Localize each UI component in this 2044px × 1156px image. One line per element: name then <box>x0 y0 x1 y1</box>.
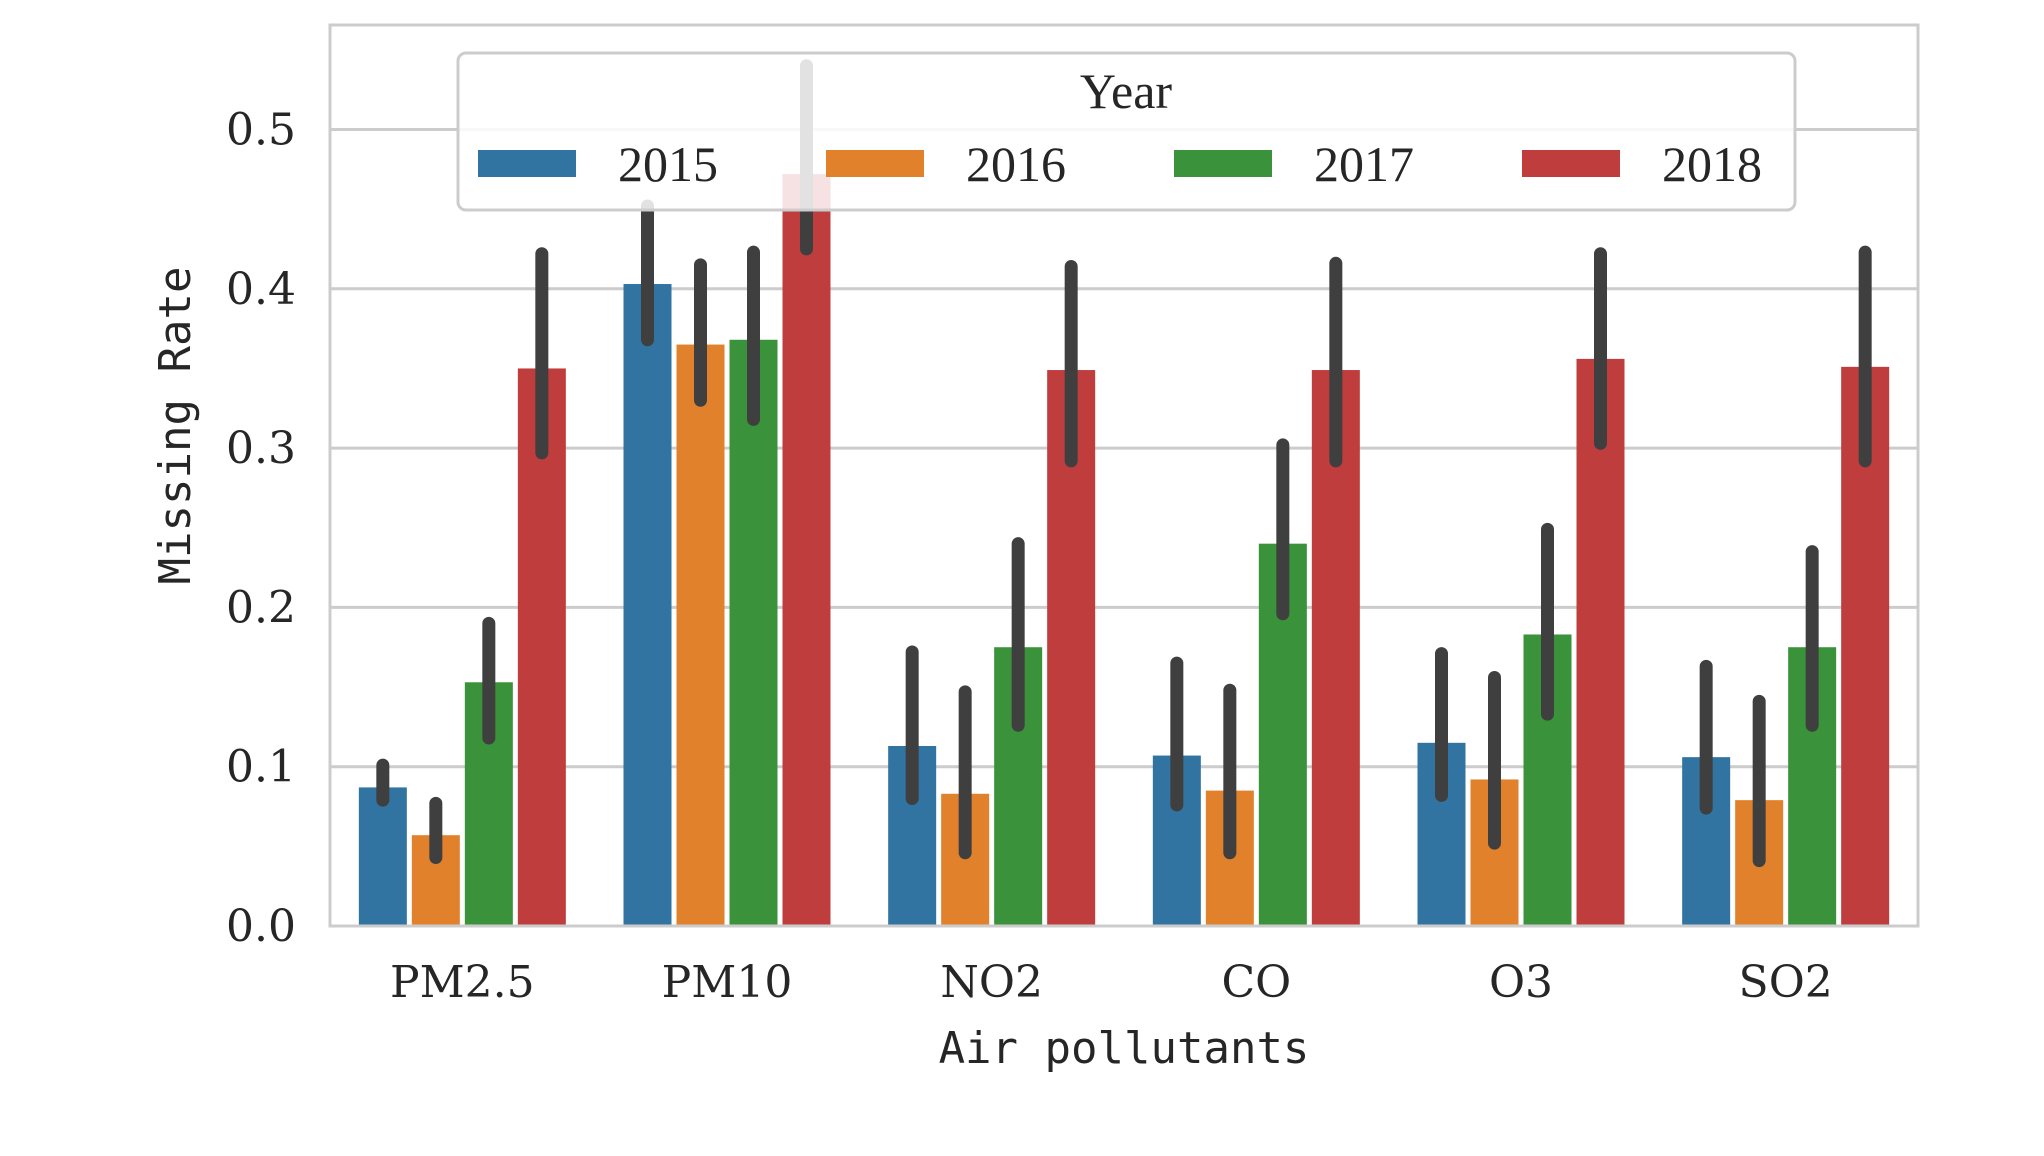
legend-swatch <box>478 150 576 177</box>
legend-entry: 2016 <box>966 136 1066 192</box>
bar <box>782 174 831 926</box>
legend-swatch <box>826 150 924 177</box>
x-tick-label: PM10 <box>662 957 793 1008</box>
bar <box>676 344 725 926</box>
y-tick-label: 0.0 <box>226 901 296 952</box>
legend-title: Year <box>1080 63 1172 119</box>
y-tick-label: 0.3 <box>226 423 296 474</box>
legend-swatch <box>1522 150 1620 177</box>
y-tick-label: 0.2 <box>226 582 296 633</box>
y-tick-label: 0.1 <box>226 742 296 793</box>
y-axis-ticks: 0.0 0.1 0.2 0.3 0.4 0.5 <box>226 105 296 953</box>
x-tick-label: SO2 <box>1739 957 1833 1008</box>
bar <box>358 787 407 926</box>
y-axis-label: Missing Rate <box>150 267 201 585</box>
grid-lines <box>330 128 1918 769</box>
legend-swatch <box>1174 150 1272 177</box>
legend-entry: 2015 <box>618 136 718 192</box>
y-tick-label: 0.5 <box>226 105 296 156</box>
x-axis-ticks: PM2.5 PM10 NO2 CO O3 SO2 <box>390 957 1833 1008</box>
legend-entry: 2018 <box>1662 136 1762 192</box>
bar <box>1576 358 1625 927</box>
plot-frame <box>328 23 1920 928</box>
legend: Year 2015 2016 2017 2018 <box>456 51 1797 212</box>
x-tick-label: CO <box>1221 957 1291 1008</box>
x-axis-label: Air pollutants <box>939 1023 1310 1074</box>
x-tick-label: O3 <box>1489 957 1553 1008</box>
legend-box <box>456 51 1797 212</box>
x-tick-label: PM2.5 <box>390 957 535 1008</box>
bar <box>729 339 778 926</box>
y-tick-label: 0.4 <box>226 264 296 315</box>
legend-entry: 2017 <box>1314 136 1414 192</box>
x-tick-label: NO2 <box>940 957 1043 1008</box>
bar <box>623 284 672 926</box>
bar <box>517 368 566 926</box>
legend-items: 2015 2016 2017 2018 <box>478 136 1762 192</box>
